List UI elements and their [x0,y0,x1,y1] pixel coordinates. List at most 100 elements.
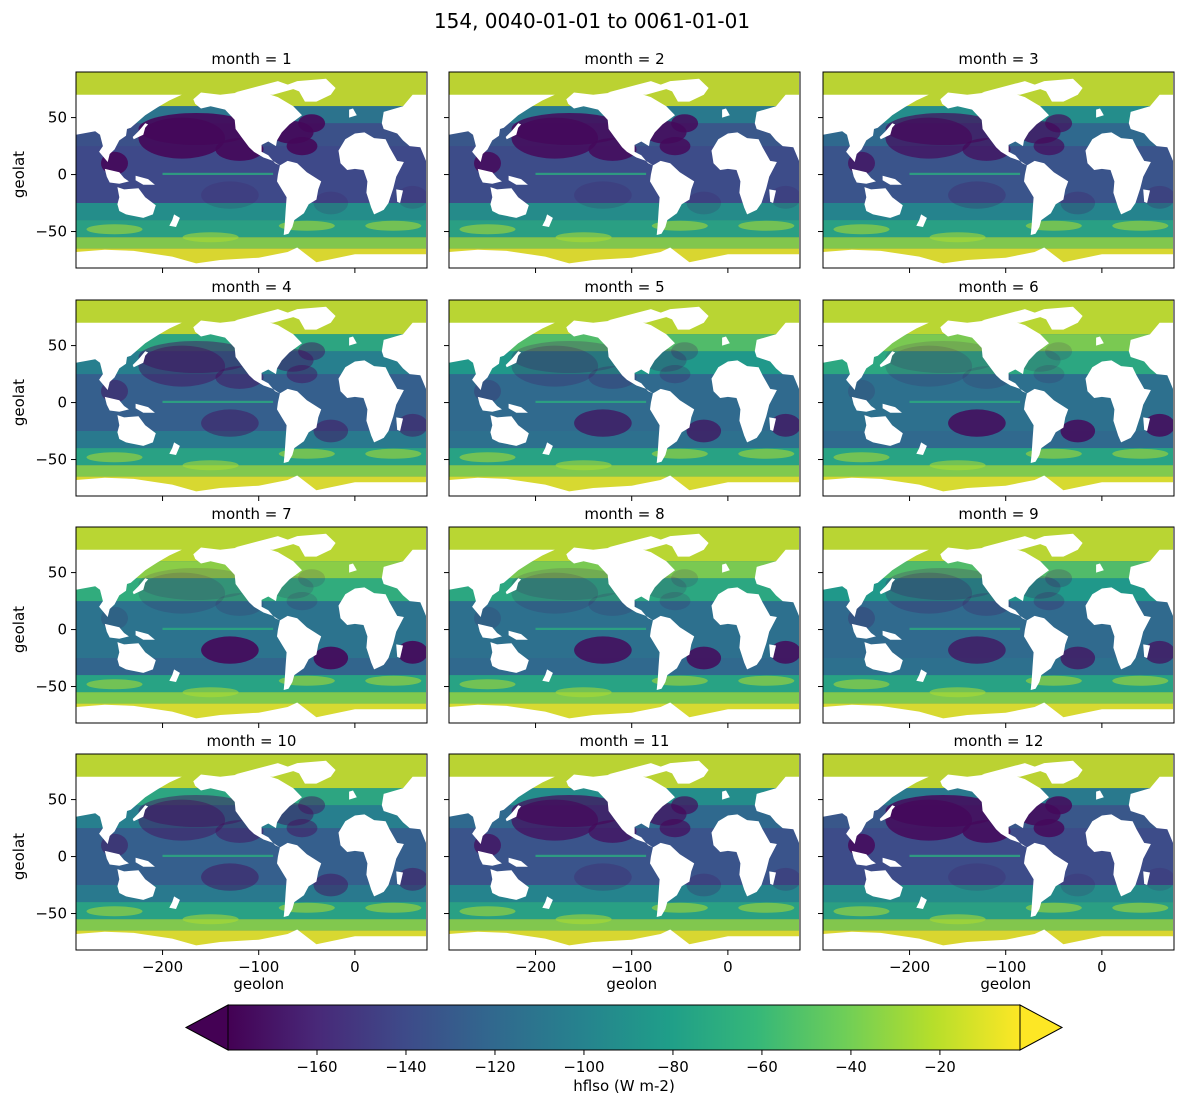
panel-frame [75,526,428,724]
flux-anomaly [511,795,627,827]
flux-anomaly [770,185,799,209]
land-antarctica [76,475,426,496]
land-new-zealand [916,669,927,682]
land-eurasia-west [449,94,565,162]
flux-anomaly [1060,191,1096,215]
land-arctic-islands [234,309,298,323]
land-japan [505,805,522,822]
land-south-america [650,842,695,917]
flux-anomaly [885,795,1001,827]
flux-anomaly [365,675,422,686]
land-africa [711,814,777,897]
land-arctic-islands [234,536,298,550]
land-eurasia-west [823,322,939,390]
land-greenland [284,533,336,557]
land-africa [338,587,404,670]
ocean-lat-band [76,902,426,920]
land-africa [711,360,777,443]
land-south-america [1024,615,1069,690]
flux-anomaly [833,679,890,690]
flux-anomaly [286,819,318,838]
flux-anomaly [397,867,426,891]
y-axis-label: geolat [10,151,28,198]
flux-anomaly [313,646,349,670]
land-south-america [1024,388,1069,463]
land-australia [490,642,529,673]
y-axis-label: geolat [10,606,28,653]
panel-body [76,527,426,723]
flux-anomaly [738,448,795,459]
land-greenland [284,78,336,102]
flux-anomaly [397,413,426,437]
y-tick-label: 0 [57,848,67,866]
panel-month-1: month = 1 50 0 −50 [35,50,428,273]
land-new-guinea [135,630,155,640]
land-indonesia [477,623,502,639]
ocean-lat-band [823,448,1173,466]
ocean-lat-band [449,902,799,920]
colorbar-tick-label: −60 [746,1058,778,1076]
equatorial-tongue [162,627,274,630]
flux-anomaly [929,460,986,471]
land-new-guinea [882,630,902,640]
flux-anomaly [1045,569,1073,588]
x-axis-label: geolon [233,975,284,993]
land-australia [117,415,156,446]
land-antarctica [449,475,799,496]
land-arctic-islands [607,81,671,95]
land-eurasia-east [754,549,799,616]
flux-anomaly [511,341,627,373]
land-eurasia-east [1128,94,1173,161]
land-south-america [1024,842,1069,917]
land-new-zealand [916,214,927,227]
flux-anomaly [885,345,973,387]
land-indonesia [104,396,129,412]
flux-anomaly [313,873,349,897]
ocean-lat-band [449,448,799,466]
equatorial-tongue [162,400,274,403]
land-indonesia [851,623,876,639]
land-britain [722,563,730,573]
panel-month-11: month = 11 −200 −100 0 [444,732,801,976]
y-tick-label: 50 [48,337,67,355]
flux-anomaly [1045,342,1073,361]
land-eurasia-west [76,776,192,844]
flux-anomaly [286,365,318,384]
land-eurasia-east [1128,322,1173,389]
land-new-guinea [882,403,902,413]
land-australia [864,415,903,446]
ocean-lat-band [449,203,799,221]
flux-anomaly [365,220,422,231]
flux-anomaly [86,906,143,917]
flux-anomaly [313,191,349,215]
colorbar-tick-label: −140 [385,1058,426,1076]
land-arctic-islands [234,81,298,95]
ocean-lat-band [449,237,799,249]
flux-anomaly [686,646,722,670]
land-japan [879,805,896,822]
land-australia [490,187,529,218]
y-tick-label: 50 [48,109,67,127]
land-new-zealand [542,669,553,682]
flux-anomaly [1144,867,1173,891]
panel-frame [822,526,1175,724]
panel-month-12: month = 12 −200 −100 0 [818,732,1175,976]
flux-anomaly [298,342,326,361]
land-north-america [940,774,1049,848]
land-north-america [940,92,1049,166]
panel-body [823,300,1173,496]
land-madagascar [769,871,776,885]
land-eurasia-east [381,549,426,616]
land-antarctica [76,702,426,723]
land-eurasia-west [76,322,192,390]
flux-anomaly [555,914,612,925]
flux-anomaly [659,365,691,384]
land-antarctica [823,929,1173,950]
x-axis-label: geolon [980,975,1031,993]
y-tick-label: 0 [57,621,67,639]
colorbar-tick-label: −40 [835,1058,867,1076]
panel-body [76,72,426,268]
panel-body [449,754,799,950]
flux-anomaly [555,232,612,243]
flux-anomaly [738,675,795,686]
